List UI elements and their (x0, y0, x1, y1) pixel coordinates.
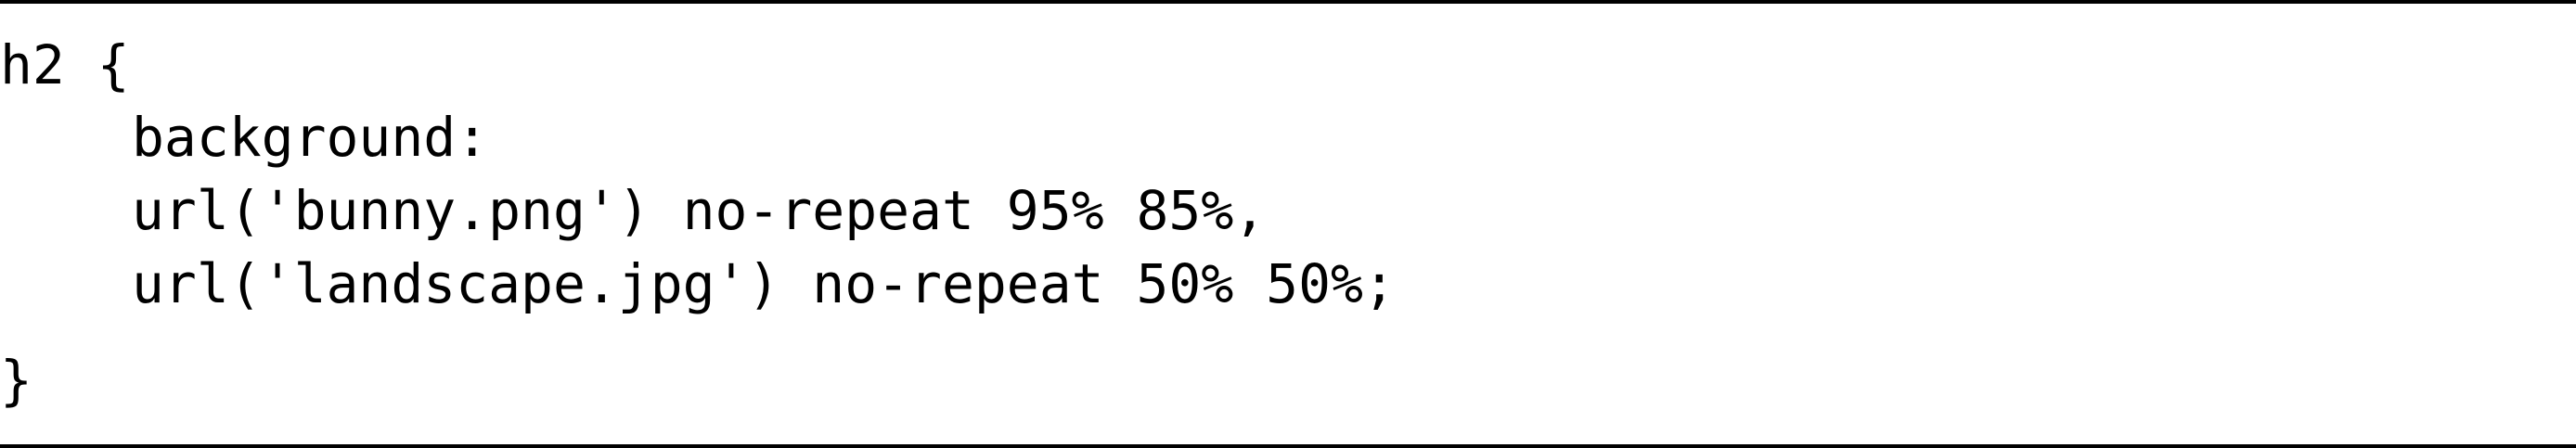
code-line-value-bunny: url('bunny.png') no-repeat 95% 85%, (132, 179, 1267, 242)
code-line-selector: h2 { (0, 33, 130, 96)
code-line-closing-brace: } (0, 349, 32, 412)
code-line-value-landscape: url('landscape.jpg') no-repeat 50% 50%; (132, 252, 1396, 315)
code-line-property: background: (132, 106, 489, 169)
